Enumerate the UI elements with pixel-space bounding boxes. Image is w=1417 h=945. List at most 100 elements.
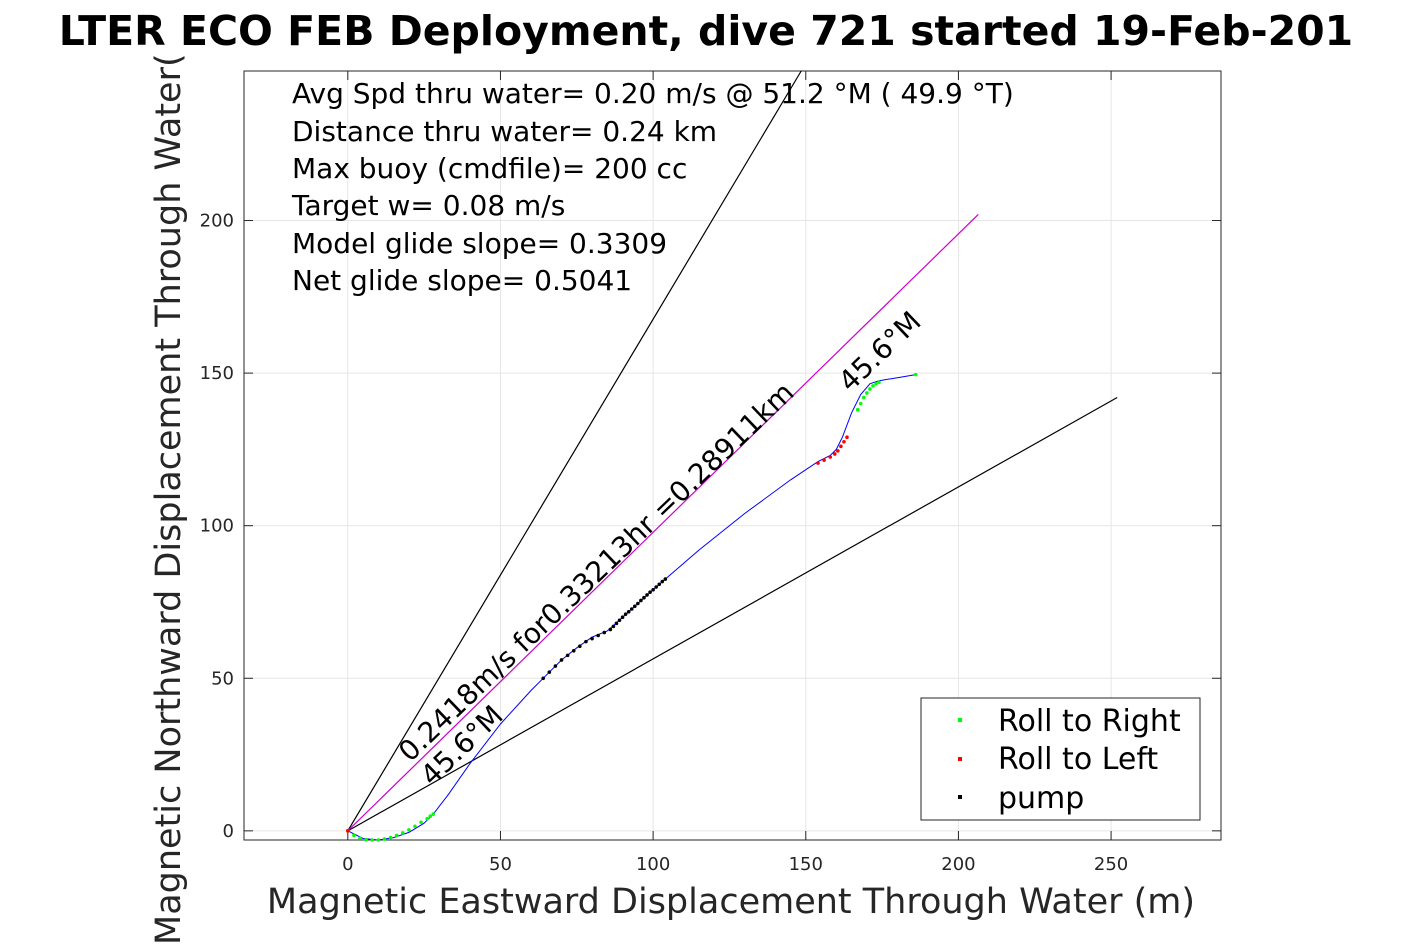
x-axis-label: Magnetic Eastward Displacement Through W… — [267, 882, 1195, 922]
y-axis-label: Magnetic Northward Displacement Through … — [149, 53, 189, 945]
x-tick-label-0: 0 — [342, 854, 353, 875]
point-roll-to-right-15 — [431, 812, 436, 816]
point-roll-to-right-24 — [913, 372, 918, 377]
point-roll-to-left-1 — [816, 461, 820, 465]
point-pump-4 — [565, 653, 570, 658]
annotation-block: Avg Spd thru water= 0.20 m/s @ 51.2 °M (… — [291, 77, 1014, 297]
reference-line-0 — [347, 70, 802, 832]
point-pump-24 — [648, 590, 652, 595]
legend-label-pump: pump — [998, 781, 1084, 816]
point-roll-to-right-4 — [370, 838, 375, 842]
point-pump-11 — [608, 627, 613, 632]
point-pump-16 — [623, 612, 628, 616]
point-roll-to-right-7 — [388, 835, 393, 840]
point-pump-21 — [639, 598, 643, 603]
point-roll-to-right-20 — [868, 387, 872, 391]
point-roll-to-left-4 — [832, 452, 837, 456]
legend-label-roll-right: Roll to Right — [998, 704, 1181, 739]
point-pump-12 — [611, 624, 616, 629]
point-roll-to-right-11 — [413, 824, 417, 829]
legend-marker-roll-right — [958, 718, 962, 722]
point-pump-29 — [663, 577, 668, 581]
point-roll-to-right-9 — [400, 831, 405, 835]
grid-lines — [244, 71, 1221, 840]
reference-line-2 — [347, 213, 979, 832]
x-tick-label-3: 150 — [789, 854, 823, 875]
annotation-model-glide: Model glide slope= 0.3309 — [292, 227, 667, 260]
point-pump-28 — [660, 579, 665, 584]
point-roll-to-right-6 — [382, 837, 387, 841]
point-roll-to-right-17 — [858, 401, 863, 406]
point-pump-22 — [642, 595, 646, 600]
legend: Roll to Right Roll to Left pump — [920, 697, 1201, 821]
x-tick-label-1: 50 — [489, 854, 512, 875]
point-pump-3 — [559, 658, 564, 662]
point-roll-to-right-18 — [861, 395, 866, 400]
y-tick-label-0: 0 — [223, 821, 234, 842]
point-pump-0 — [541, 676, 546, 681]
point-pump-20 — [636, 601, 640, 606]
data-points — [346, 372, 918, 842]
point-roll-to-right-19 — [865, 391, 869, 395]
point-roll-to-right-2 — [358, 836, 362, 840]
legend-marker-roll-left — [958, 757, 962, 761]
point-roll-to-left-2 — [822, 458, 826, 462]
point-pump-15 — [620, 615, 625, 620]
point-pump-5 — [571, 649, 576, 653]
annotation-max-buoy: Max buoy (cmdfile)= 200 cc — [292, 152, 687, 185]
point-pump-26 — [654, 585, 658, 589]
annotation-net-glide: Net glide slope= 0.5041 — [292, 264, 632, 297]
point-pump-8 — [590, 636, 594, 641]
point-roll-to-left-5 — [836, 449, 840, 453]
plot-frame — [243, 70, 1222, 841]
legend-marker-pump — [958, 795, 962, 799]
point-roll-to-left-6 — [839, 444, 843, 449]
point-pump-14 — [617, 618, 622, 623]
point-roll-to-right-21 — [871, 384, 875, 388]
y-tick-label-3: 150 — [200, 363, 234, 384]
y-tick-label-1: 50 — [211, 668, 234, 689]
point-pump-6 — [578, 644, 582, 649]
x-tick-label-2: 100 — [636, 854, 670, 875]
point-pump-17 — [626, 609, 631, 614]
point-roll-to-right-8 — [394, 833, 399, 838]
point-roll-to-right-3 — [364, 837, 368, 842]
point-roll-to-right-1 — [352, 833, 356, 838]
point-roll-to-left-0 — [346, 829, 350, 833]
x-tick-label-4: 200 — [941, 854, 975, 875]
legend-box — [920, 697, 1201, 821]
point-roll-to-right-12 — [419, 820, 423, 825]
point-pump-18 — [629, 607, 634, 611]
chart-title: LTER ECO FEB Deployment, dive 721 starte… — [59, 7, 1353, 55]
point-roll-to-right-10 — [407, 828, 411, 832]
y-tick-label-2: 100 — [200, 516, 234, 537]
point-pump-19 — [633, 604, 637, 609]
reference-line-1 — [347, 396, 1118, 832]
point-pump-23 — [645, 593, 649, 597]
point-roll-to-right-23 — [877, 380, 881, 385]
point-roll-to-right-14 — [428, 814, 433, 818]
point-pump-9 — [596, 633, 600, 638]
point-roll-to-right-22 — [874, 381, 878, 386]
point-roll-to-left-3 — [828, 455, 832, 459]
point-pump-10 — [602, 630, 607, 635]
annotation-avg-speed: Avg Spd thru water= 0.20 m/s @ 51.2 °M (… — [292, 77, 1014, 110]
point-roll-to-right-16 — [855, 407, 860, 412]
x-tick-label-5: 250 — [1094, 854, 1128, 875]
point-pump-1 — [547, 670, 552, 674]
reference-lines — [347, 70, 1118, 832]
point-pump-13 — [614, 621, 619, 626]
point-pump-27 — [657, 582, 662, 587]
y-tick-label-4: 200 — [200, 211, 234, 232]
annotation-distance: Distance thru water= 0.24 km — [292, 115, 717, 148]
legend-label-roll-left: Roll to Left — [998, 742, 1158, 777]
point-roll-to-left-8 — [845, 435, 849, 439]
axis-ticks: 0 50 100 150 200 250 0 50 100 150 200 — [200, 71, 1221, 875]
point-pump-25 — [651, 587, 655, 592]
annotation-target-w: Target w= 0.08 m/s — [291, 189, 565, 222]
point-roll-to-left-7 — [842, 439, 846, 444]
point-pump-7 — [584, 639, 588, 644]
point-roll-to-right-5 — [376, 838, 381, 842]
point-pump-2 — [553, 664, 558, 668]
